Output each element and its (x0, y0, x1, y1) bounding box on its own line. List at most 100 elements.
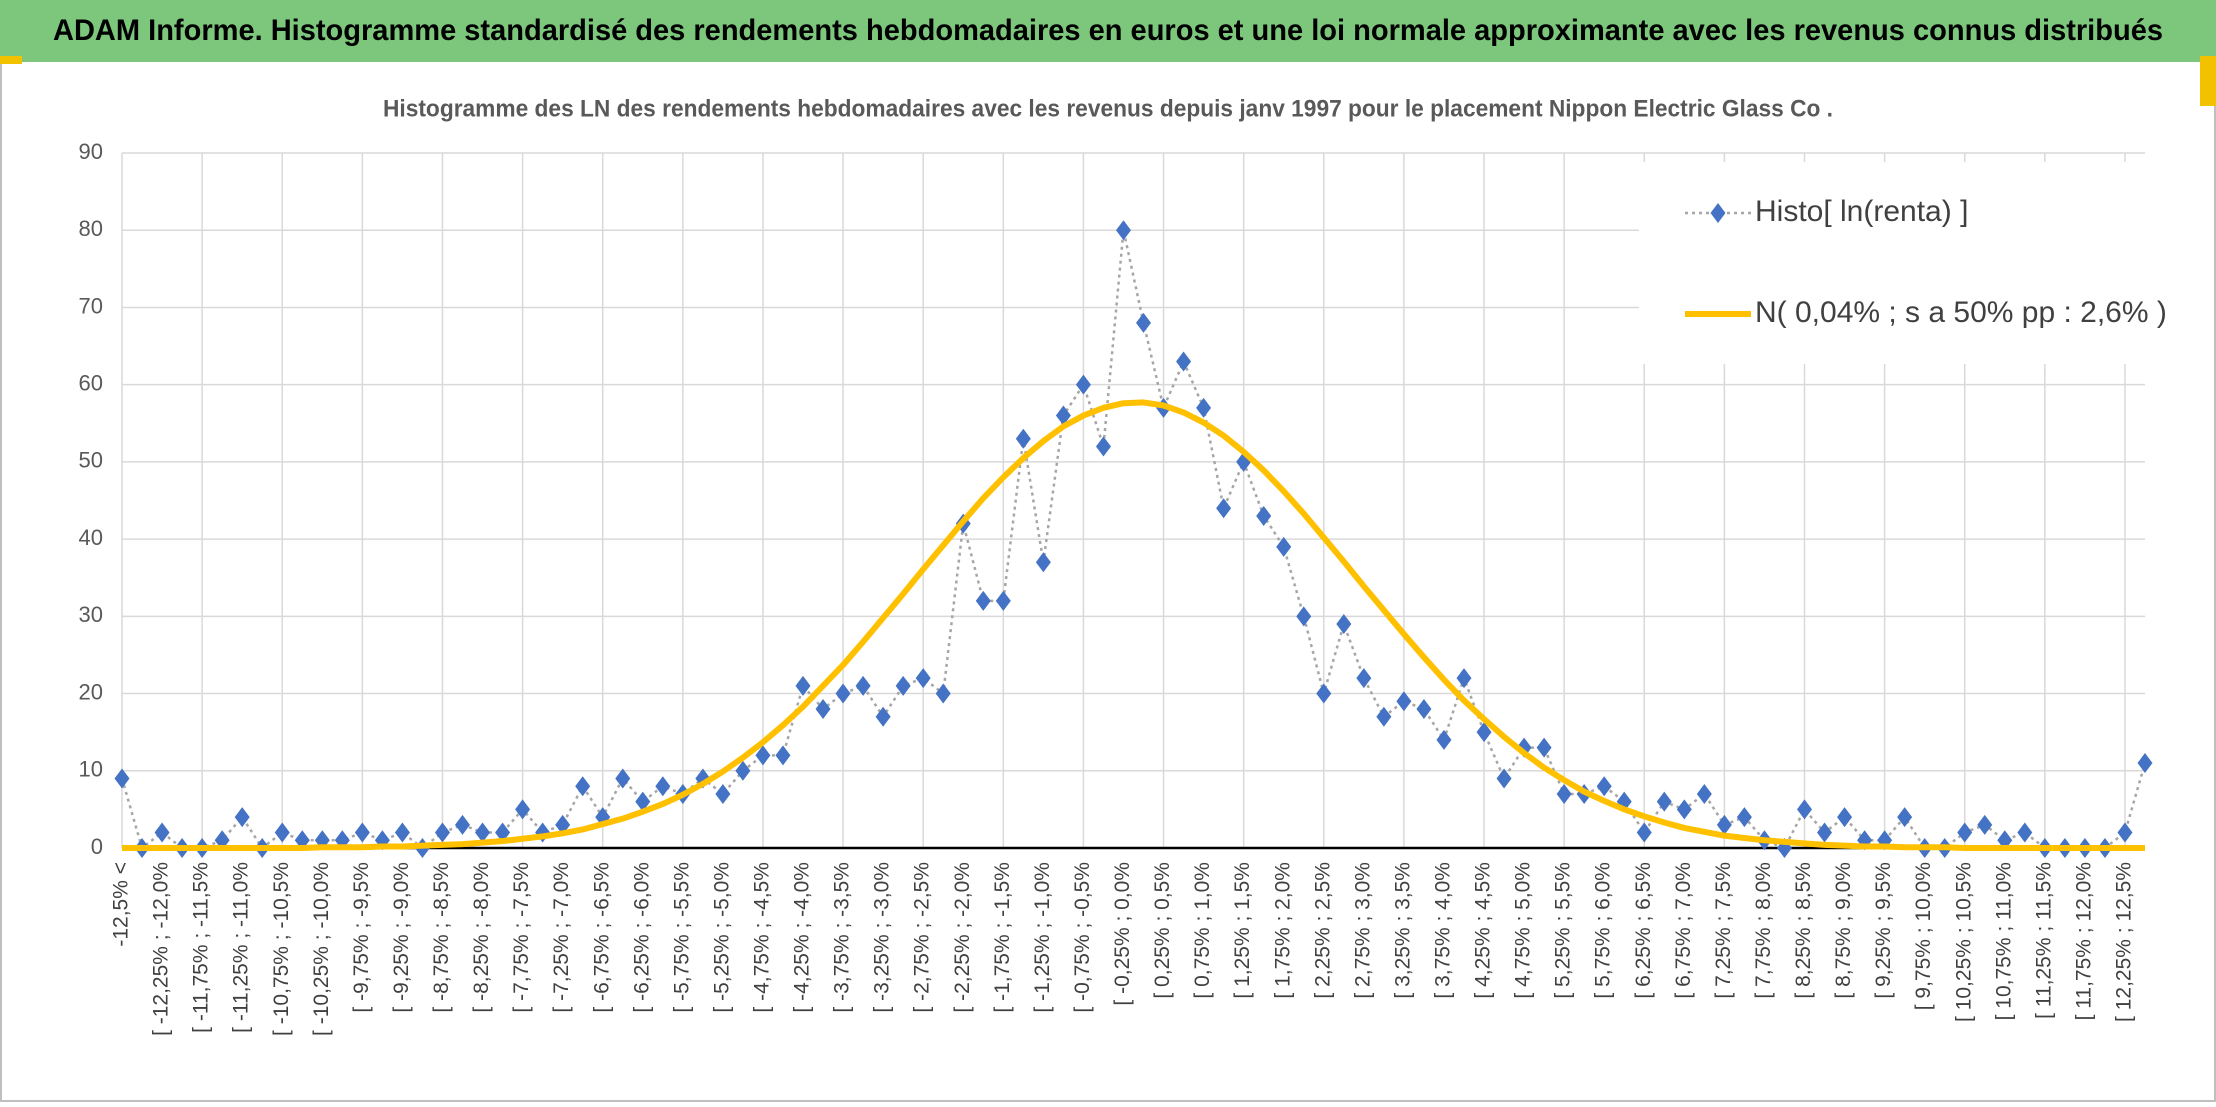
data-point (394, 822, 410, 843)
data-point (1656, 791, 1672, 812)
data-point (475, 822, 491, 843)
x-tick-label: [ -0,25% ; 0,0% (1111, 862, 1134, 1006)
data-point (1075, 374, 1091, 395)
x-tick-label: [ -4,75% ; -4,5% (750, 862, 773, 1013)
x-tick-label: [ -11,75% ; -11,5% (190, 862, 213, 1033)
data-point (635, 791, 651, 812)
x-tick-label: [ -10,75% ; -10,5% (270, 862, 293, 1036)
y-tick-label: 20 (79, 679, 103, 704)
data-point (274, 822, 290, 843)
x-tick-label: [ 8,75% ; 9,0% (1832, 862, 1855, 999)
x-tick-label: [ -5,75% ; -5,5% (670, 862, 693, 1013)
data-point (1356, 668, 1372, 689)
plot (114, 220, 2153, 858)
y-tick-label: 10 (79, 757, 103, 782)
data-point (1035, 552, 1051, 573)
data-point (715, 783, 731, 804)
x-tick-label: -12,5% < (110, 862, 133, 947)
y-tick-label: 30 (79, 602, 103, 627)
x-tick-label: [ 8,25% ; 8,5% (1792, 862, 1815, 999)
data-point (1316, 683, 1332, 704)
x-tick-label: [ -10,25% ; -10,0% (310, 862, 333, 1036)
data-point (815, 699, 831, 719)
data-point (1496, 768, 1512, 789)
legend-marker (1710, 203, 1726, 223)
x-tick-label: [ 2,25% ; 2,5% (1311, 862, 1334, 999)
x-tick-label: [ -1,25% ; -1,0% (1031, 862, 1054, 1013)
data-point (1536, 737, 1552, 758)
x-tick-label: [ 4,75% ; 5,0% (1512, 862, 1535, 999)
x-tick-label: [ 3,25% ; 3,5% (1391, 862, 1414, 999)
x-tick-label: [ 6,75% ; 7,0% (1672, 862, 1695, 999)
data-point (114, 768, 130, 789)
x-tick-label: [ -0,75% ; -0,5% (1071, 862, 1094, 1013)
data-point (1396, 691, 1412, 712)
data-point (915, 668, 931, 689)
data-point (1556, 783, 1572, 804)
data-point (1136, 312, 1152, 333)
x-tick-label: [ 11,25% ; 11,5% (2032, 862, 2055, 1019)
data-point (615, 768, 631, 789)
x-tick-label: [ 12,25% ; 12,5% (2113, 862, 2136, 1022)
data-point (1336, 614, 1352, 635)
x-tick-label: [ 10,75% ; 11,0% (1992, 862, 2015, 1020)
data-point (154, 822, 170, 843)
data-point (1436, 729, 1452, 750)
x-tick-label: [ -8,25% ; -8,0% (470, 862, 493, 1013)
data-point (1716, 814, 1732, 835)
y-tick-label: 40 (79, 525, 103, 550)
data-point (354, 822, 370, 843)
data-point (795, 675, 811, 696)
x-tick-label: [ 0,25% ; 0,5% (1151, 862, 1174, 999)
data-point (1216, 498, 1232, 519)
x-tick-label: [ 10,25% ; 10,5% (1952, 862, 1975, 1022)
x-tick-label: [ 6,25% ; 6,5% (1632, 862, 1655, 999)
data-point (1055, 405, 1071, 426)
data-point (1276, 536, 1292, 557)
data-point (234, 807, 250, 828)
data-point (1196, 397, 1212, 418)
legend: Histo[ ln(renta) ] N( 0,04% ; s a 50% pp … (1639, 162, 2167, 364)
x-tick-label: [ 2,75% ; 3,0% (1351, 862, 1374, 999)
data-point (515, 799, 531, 820)
data-point (1456, 668, 1472, 689)
corner-accent (0, 56, 22, 64)
data-point (1796, 799, 1812, 820)
data-point (1676, 799, 1692, 820)
x-tick-label: [ -9,75% ; -9,5% (350, 862, 373, 1013)
x-tick-label: [ 7,75% ; 8,0% (1752, 862, 1775, 999)
data-point (1095, 436, 1111, 457)
x-tick-label: [ -6,75% ; -6,5% (590, 862, 613, 1013)
x-tick-label: [ 5,25% ; 5,5% (1552, 862, 1575, 999)
y-tick-label: 90 (79, 139, 103, 164)
x-tick-label: [ -3,75% ; -3,5% (831, 862, 854, 1013)
data-point (655, 776, 671, 797)
data-point (2017, 822, 2033, 843)
data-point (975, 590, 991, 611)
data-point (2137, 753, 2153, 774)
data-point (1736, 807, 1752, 828)
data-point (2117, 822, 2133, 843)
y-tick-label: 50 (79, 448, 103, 473)
y-tick-label: 0 (91, 834, 103, 859)
data-point (1696, 783, 1712, 804)
x-tick-label: [ -11,25% ; -11,0% (230, 862, 253, 1033)
data-point (995, 590, 1011, 611)
data-point (1837, 807, 1853, 828)
data-point (875, 706, 891, 727)
x-tick-label: [ -4,25% ; -4,0% (791, 862, 814, 1013)
x-tick-label: [ 9,75% ; 10,0% (1912, 862, 1935, 1010)
x-tick-label: [ -7,75% ; -7,5% (510, 862, 533, 1013)
data-point (1817, 822, 1833, 843)
data-point (895, 675, 911, 696)
x-tick-label: [ 9,25% ; 9,5% (1872, 862, 1895, 999)
x-tick-label: [ 11,75% ; 12,0% (2072, 862, 2095, 1020)
data-point (1115, 220, 1131, 241)
data-point (434, 822, 450, 843)
y-tick-label: 60 (79, 370, 103, 395)
data-point (1897, 807, 1913, 828)
x-tick-label: [ -1,75% ; -1,5% (991, 862, 1014, 1013)
x-tick-label: [ -5,25% ; -5,0% (710, 862, 733, 1013)
